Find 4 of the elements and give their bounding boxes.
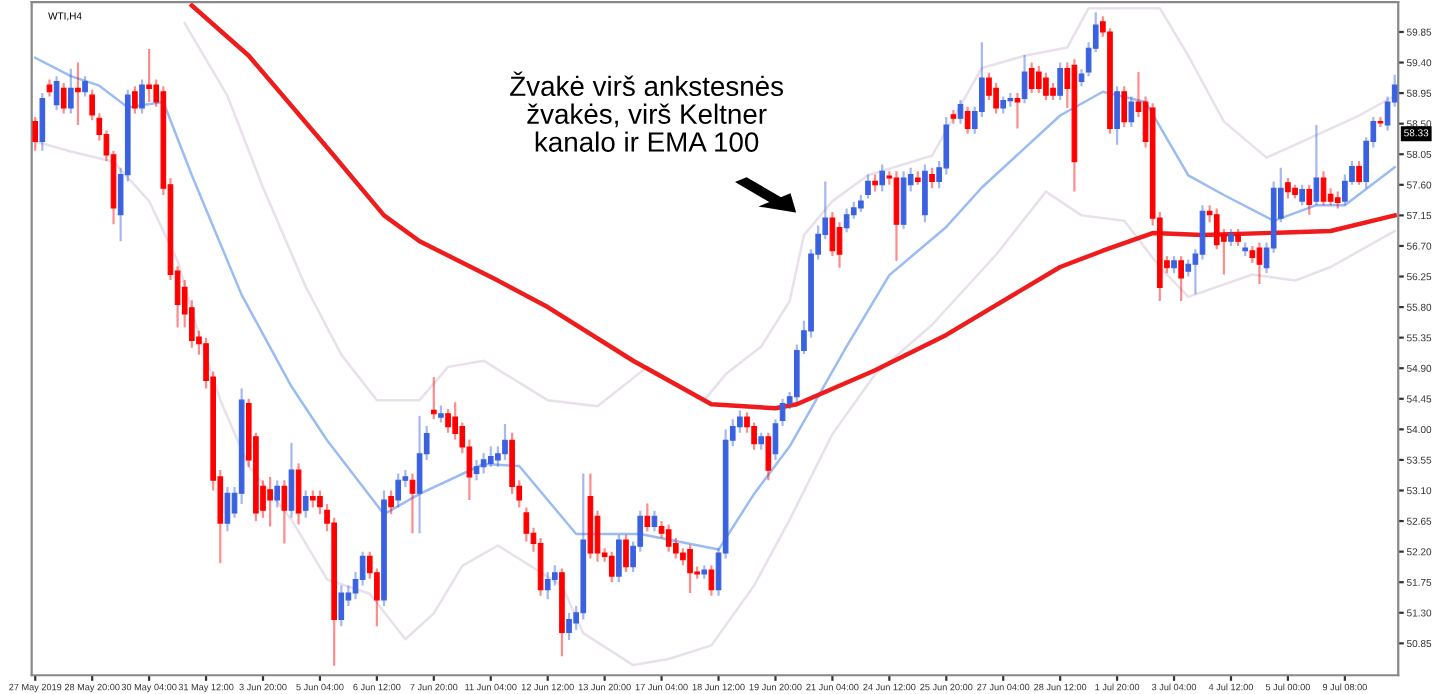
annotation: Žvakė virš ankstesnės žvakės, virš Keltner kanalo ir EMA 100 [510,71,784,152]
candlestick [950,108,957,125]
candlestick [1377,115,1384,129]
line-series [33,56,1396,551]
